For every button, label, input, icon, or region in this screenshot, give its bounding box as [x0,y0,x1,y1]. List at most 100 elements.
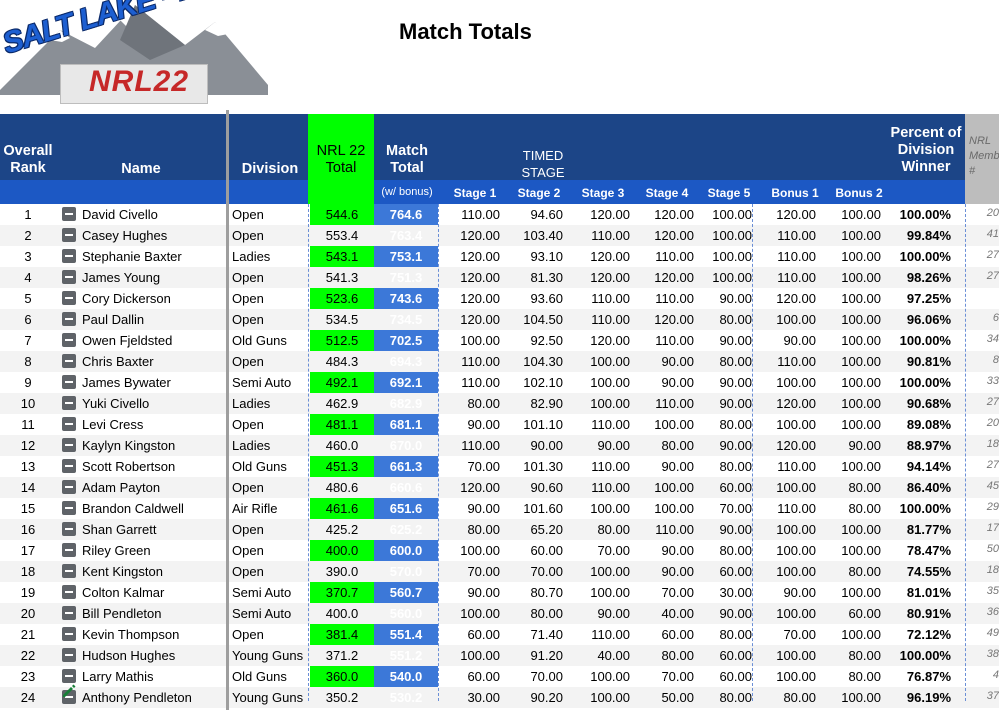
stage3-cell[interactable]: 120.00 [590,333,630,348]
nrl-member-cell[interactable]: 33 [986,375,999,387]
name-cell[interactable]: Kent Kingston [82,564,163,579]
header-nrl22-total-cell[interactable]: NRL 22 Total [308,114,374,204]
percent-winner-cell[interactable]: 100.00% [899,648,951,663]
stage2-cell[interactable]: 80.70 [530,585,563,600]
stage1-cell[interactable]: 100.00 [460,333,500,348]
bonus1-cell[interactable]: 110.00 [777,249,816,264]
bonus2-cell[interactable]: 100.00 [841,375,881,390]
collapse-minus-icon[interactable] [62,249,76,263]
stage1-cell[interactable]: 90.00 [467,585,500,600]
bonus2-cell[interactable]: 80.00 [848,501,881,516]
nrl-member-cell[interactable]: 27 [986,249,999,261]
stage5-cell[interactable]: 80.00 [719,690,752,705]
collapse-minus-icon[interactable] [62,564,76,578]
nrl-member-cell[interactable]: 20 [986,207,999,219]
stage5-cell[interactable]: 60.00 [719,648,752,663]
stage5-cell[interactable]: 90.00 [719,438,752,453]
stage2-cell[interactable]: 90.20 [530,690,563,705]
stage3-cell[interactable]: 120.00 [590,249,630,264]
nrl-member-cell[interactable]: 50 [986,543,999,555]
collapse-minus-icon[interactable] [62,480,76,494]
nrl-member-cell[interactable]: 27 [986,396,999,408]
nrl22-total-cell[interactable]: 451.3 [325,459,359,474]
bonus2-cell[interactable]: 80.00 [848,564,881,579]
stage2-cell[interactable]: 94.60 [530,207,563,222]
nrl22-total-cell[interactable]: 381.4 [325,627,359,642]
percent-winner-cell[interactable]: 99.84% [906,228,951,243]
stage2-cell[interactable]: 90.00 [530,438,563,453]
stage3-cell[interactable]: 100.00 [590,396,630,411]
collapse-minus-icon[interactable] [62,585,76,599]
stage1-cell[interactable]: 110.00 [461,375,500,390]
stage2-cell[interactable]: 93.10 [530,249,563,264]
stage3-cell[interactable]: 110.00 [591,417,630,432]
collapse-minus-icon[interactable] [62,375,76,389]
header-division[interactable]: Division [241,161,299,177]
stage1-cell[interactable]: 90.00 [467,417,500,432]
stage4-cell[interactable]: 90.00 [661,543,694,558]
collapse-minus-icon[interactable] [62,396,76,410]
division-cell[interactable]: Old Guns [232,669,287,684]
header-nrl-member-cell[interactable]: NRL Memb # [965,114,999,204]
table-row[interactable]: 13 Scott Robertson Old Guns 451.3 661.3 70.00… [0,456,999,477]
nrl22-total-cell[interactable]: 481.1 [325,417,359,432]
stage1-cell[interactable]: 60.00 [467,669,500,684]
division-cell[interactable]: Open [232,291,264,306]
bonus1-cell[interactable]: 100.00 [776,375,816,390]
table-row[interactable]: 2 Casey Hughes Open 553.4 763.4 120.00 103.40 1… [0,225,999,246]
stage3-cell[interactable]: 100.00 [590,564,630,579]
stage4-cell[interactable]: 120.00 [654,207,694,222]
percent-winner-cell[interactable]: 81.01% [906,585,951,600]
rank-cell[interactable]: 22 [20,648,36,663]
name-cell[interactable]: Larry Mathis [82,669,154,684]
collapse-minus-icon[interactable] [62,333,76,347]
name-cell[interactable]: David Civello [82,207,158,222]
percent-winner-cell[interactable]: 89.08% [906,417,951,432]
bonus1-cell[interactable]: 100.00 [776,417,816,432]
name-cell[interactable]: Levi Cress [82,417,144,432]
rank-cell[interactable]: 21 [20,627,36,642]
match-total-cell[interactable]: 540.0 [389,669,423,684]
bonus2-cell[interactable]: 80.00 [848,648,881,663]
match-total-cell[interactable]: 753.1 [389,249,423,264]
stage3-cell[interactable]: 80.00 [597,522,630,537]
match-total-cell[interactable]: 682.9 [389,396,423,411]
division-cell[interactable]: Open [232,543,264,558]
division-cell[interactable]: Old Guns [232,333,287,348]
bonus2-cell[interactable]: 100.00 [841,228,881,243]
match-total-cell[interactable]: 661.3 [389,459,423,474]
stage4-cell[interactable]: 100.00 [654,417,694,432]
stage5-cell[interactable]: 90.00 [719,291,752,306]
division-cell[interactable]: Semi Auto [232,375,292,390]
rank-cell[interactable]: 17 [20,543,36,558]
nrl-member-cell[interactable]: 37 [986,690,999,702]
percent-winner-cell[interactable]: 100.00% [899,207,951,222]
nrl22-total-cell[interactable]: 492.1 [325,375,359,390]
match-total-cell[interactable]: 551.2 [389,648,423,663]
stage2-cell[interactable]: 104.30 [523,354,563,369]
rank-cell[interactable]: 23 [20,669,36,684]
stage1-cell[interactable]: 110.00 [461,207,500,222]
percent-winner-cell[interactable]: 76.87% [906,669,951,684]
frozen-column-divider[interactable] [226,110,229,710]
nrl-member-cell[interactable]: 29 [986,501,999,513]
collapse-minus-icon[interactable] [62,501,76,515]
stage4-cell[interactable]: 90.00 [661,459,694,474]
header-name[interactable]: Name [121,161,161,177]
table-row[interactable]: 19 Colton Kalmar Semi Auto 370.7 560.7 90.00 8… [0,582,999,603]
collapse-minus-icon[interactable] [62,417,76,431]
nrl-member-cell[interactable]: 8 [992,354,999,366]
table-row[interactable]: 7 Owen Fjeldsted Old Guns 512.5 702.5 100.00 9… [0,330,999,351]
stage4-cell[interactable]: 70.00 [661,669,694,684]
rank-cell[interactable]: 10 [20,396,36,411]
stage5-cell[interactable]: 100.00 [712,228,752,243]
table-row[interactable]: 5 Cory Dickerson Open 523.6 743.6 120.00 93.60… [0,288,999,309]
stage3-cell[interactable]: 110.00 [591,480,630,495]
percent-winner-cell[interactable]: 74.55% [906,564,951,579]
bonus2-cell[interactable]: 100.00 [841,690,881,705]
stage2-cell[interactable]: 90.60 [530,480,563,495]
table-row[interactable]: 4 James Young Open 541.3 751.3 120.00 81.30 120… [0,267,999,288]
table-row[interactable]: 23 Larry Mathis Old Guns 360.0 540.0 60.00 70.… [0,666,999,687]
rank-cell[interactable]: 14 [20,480,36,495]
percent-winner-cell[interactable]: 96.06% [906,312,951,327]
